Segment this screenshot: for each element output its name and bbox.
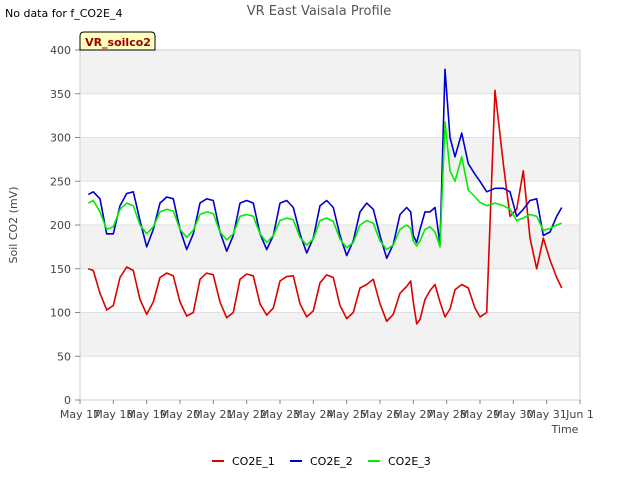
no-data-note: No data for f_CO2E_4	[5, 7, 123, 20]
x-tick-label: May 22	[227, 408, 267, 421]
background-band	[80, 225, 580, 269]
x-tick-label: May 30	[493, 408, 533, 421]
badge-label: VR_soilco2	[85, 36, 151, 49]
y-tick-label: 50	[57, 350, 71, 363]
y-axis-ticks: 0 50 100 150 200 250 300 350 400	[50, 44, 80, 407]
vr-soilco2-badge: VR_soilco2	[79, 31, 156, 51]
x-tick-label: May 19	[127, 408, 167, 421]
x-tick-label: May 20	[160, 408, 200, 421]
background-band	[80, 312, 580, 357]
x-tick-label: May 25	[327, 408, 367, 421]
legend-label: CO2E_3	[388, 455, 431, 468]
y-tick-label: 200	[50, 219, 71, 232]
legend: CO2E_1 CO2E_2 CO2E_3	[212, 455, 431, 468]
y-axis-label: Soil CO2 (mV)	[7, 187, 20, 264]
series-line-co2e-2	[87, 68, 563, 260]
x-axis-label: Time	[551, 423, 579, 436]
background-band	[80, 137, 580, 182]
x-tick-label: May 31	[527, 408, 567, 421]
x-tick-label: May 26	[360, 408, 400, 421]
series-line-co2e-3	[87, 121, 562, 251]
y-tick-label: 0	[64, 394, 71, 407]
y-tick-label: 300	[50, 132, 71, 145]
series-lines	[87, 68, 563, 325]
chart-title: VR East Vaisala Profile	[247, 4, 392, 19]
x-tick-label: Jun 1	[565, 408, 594, 421]
series-line-co2e-1	[88, 89, 563, 325]
background-band	[80, 50, 580, 94]
x-tick-label: May 28	[427, 408, 467, 421]
y-tick-label: 400	[50, 44, 71, 57]
legend-label: CO2E_2	[310, 455, 353, 468]
badge-background	[79, 31, 156, 51]
y-tick-label: 150	[50, 263, 71, 276]
x-tick-label: May 29	[460, 408, 500, 421]
x-tick-label: May 21	[193, 408, 233, 421]
legend-label: CO2E_1	[232, 455, 275, 468]
y-tick-label: 250	[50, 175, 71, 188]
y-tick-label: 350	[50, 88, 71, 101]
x-tick-label: May 24	[293, 408, 333, 421]
x-tick-label: May 18	[93, 408, 133, 421]
x-tick-label: May 27	[393, 408, 433, 421]
x-tick-label: May 23	[260, 408, 300, 421]
x-tick-label: May 17	[60, 408, 100, 421]
y-tick-label: 100	[50, 307, 71, 320]
